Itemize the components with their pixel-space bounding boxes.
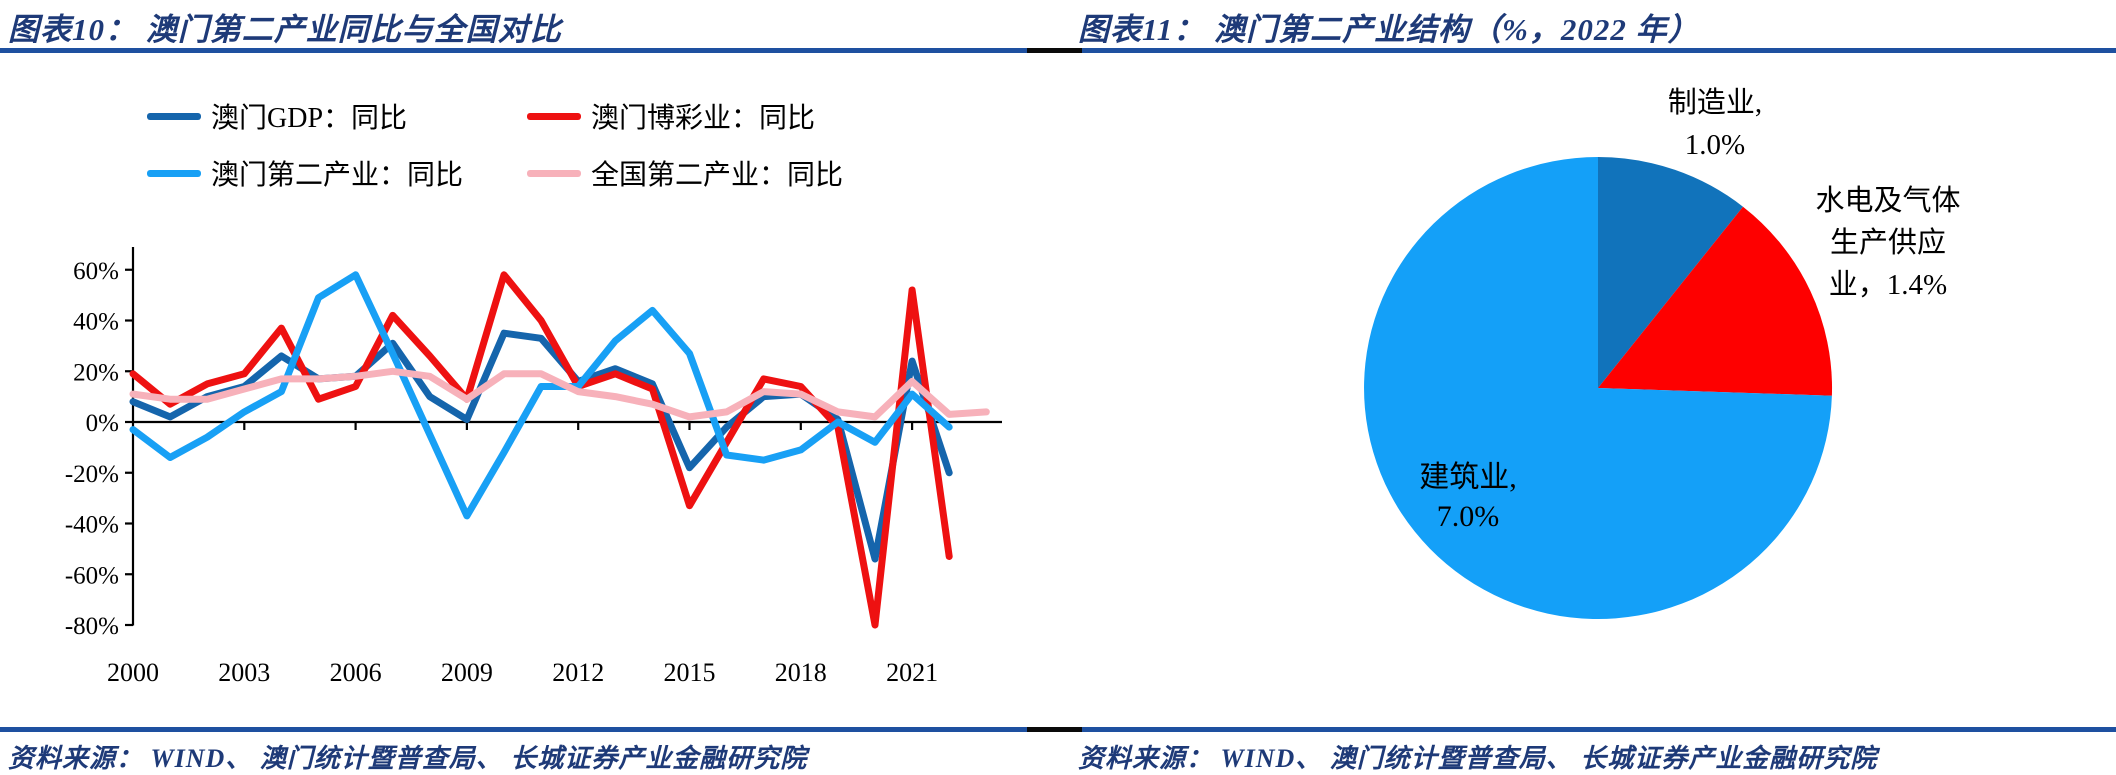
bottom-rule-center-segment: [1027, 727, 1082, 732]
legend-item-china-secondary: 全国第二产业：同比: [527, 156, 844, 191]
pie-label-construction-line1: 建筑业,: [1419, 461, 1517, 494]
pie-slice-utilities: [1598, 206, 1833, 396]
pie-label-manufacturing-line2: 1.0%: [1684, 129, 1746, 161]
x-axis-tick-label: 2012: [552, 658, 604, 687]
y-axis-tick-label: -80%: [65, 613, 119, 640]
title-rule-center-segment: [1027, 48, 1082, 53]
y-axis-tick-label: 40%: [73, 309, 119, 336]
x-axis-tick-label: 2000: [107, 658, 159, 687]
macau-secondary-industry-line: [129, 271, 953, 520]
x-axis-tick-label: 2015: [664, 658, 716, 687]
legend-item-macau-gdp: 澳门GDP：同比: [147, 99, 408, 134]
macau-gaming-line-marker-icon: [527, 112, 581, 120]
pie-label-utilities: 水电及气体 生产供应 业，1.4%: [1788, 180, 1988, 306]
pie-label-manufacturing: 制造业, 1.0%: [1630, 82, 1800, 166]
china-secondary-industry-line: [129, 367, 990, 421]
y-axis-tick-label: 60%: [73, 258, 119, 285]
legend-label-macau-gdp: 澳门GDP：同比: [211, 103, 408, 134]
macau-gdp-line: [129, 329, 953, 563]
pie-label-manufacturing-line1: 制造业,: [1667, 87, 1763, 119]
figure11-source: 资料来源： WIND、 澳门统计暨普查局、 长城证券产业金融研究院: [1078, 744, 1878, 773]
china-secondary-line-marker-icon: [527, 169, 581, 177]
figure11-pie-chart: [1364, 157, 1833, 619]
x-axis-tick-label: 2009: [441, 658, 493, 687]
macau-gaming-line: [129, 271, 953, 629]
pie-slice-manufacturing: [1598, 157, 1743, 388]
legend-label-china-secondary: 全国第二产业：同比: [591, 160, 844, 191]
legend-item-macau-secondary: 澳门第二产业：同比: [147, 156, 464, 191]
pie-label-utilities-line2: 生产供应: [1829, 227, 1946, 259]
y-axis-tick-label: 20%: [73, 359, 119, 386]
x-axis-tick-label: 2006: [330, 658, 382, 687]
pie-label-construction: 建筑业, 7.0%: [1393, 458, 1543, 536]
figure10-line-chart: 60% 40% 20% 0% -20% -40% -60% -80% 2000 2003 2006 2…: [65, 247, 1002, 687]
x-axis-tick-label: 2018: [775, 658, 827, 687]
pie-label-construction-line2: 7.0%: [1436, 500, 1500, 533]
figure10-title: 图表10： 澳门第二产业同比与全国对比: [8, 12, 562, 47]
y-axis-tick-label: 0%: [86, 410, 119, 437]
x-axis-tick-label: 2003: [218, 658, 270, 687]
legend-item-macau-gaming: 澳门博彩业：同比: [527, 99, 816, 134]
macau-secondary-line-marker-icon: [147, 169, 201, 177]
figure11-title-rule: [1082, 48, 2116, 53]
legend-label-macau-gaming: 澳门博彩业：同比: [591, 103, 816, 134]
legend-label-macau-secondary: 澳门第二产业：同比: [211, 160, 464, 191]
figure10-source: 资料来源： WIND、 澳门统计暨普查局、 长城证券产业金融研究院: [8, 744, 808, 773]
pie-slice-construction: [1364, 157, 1832, 619]
pie-label-utilities-line1: 水电及气体: [1815, 185, 1961, 217]
pie-label-utilities-line3: 业，1.4%: [1828, 269, 1948, 301]
figure10-bottom-rule: [0, 727, 1027, 732]
figure11-title: 图表11： 澳门第二产业结构（%，2022 年）: [1078, 12, 1700, 47]
figure10-title-rule: [0, 48, 1027, 53]
y-axis-tick-label: -20%: [65, 461, 119, 488]
y-axis-tick-label: -40%: [65, 512, 119, 539]
y-axis-tick-label: -60%: [65, 562, 119, 589]
macau-gdp-line-marker-icon: [147, 112, 201, 120]
x-axis-tick-label: 2021: [886, 658, 938, 687]
figure11-bottom-rule: [1082, 727, 2116, 732]
